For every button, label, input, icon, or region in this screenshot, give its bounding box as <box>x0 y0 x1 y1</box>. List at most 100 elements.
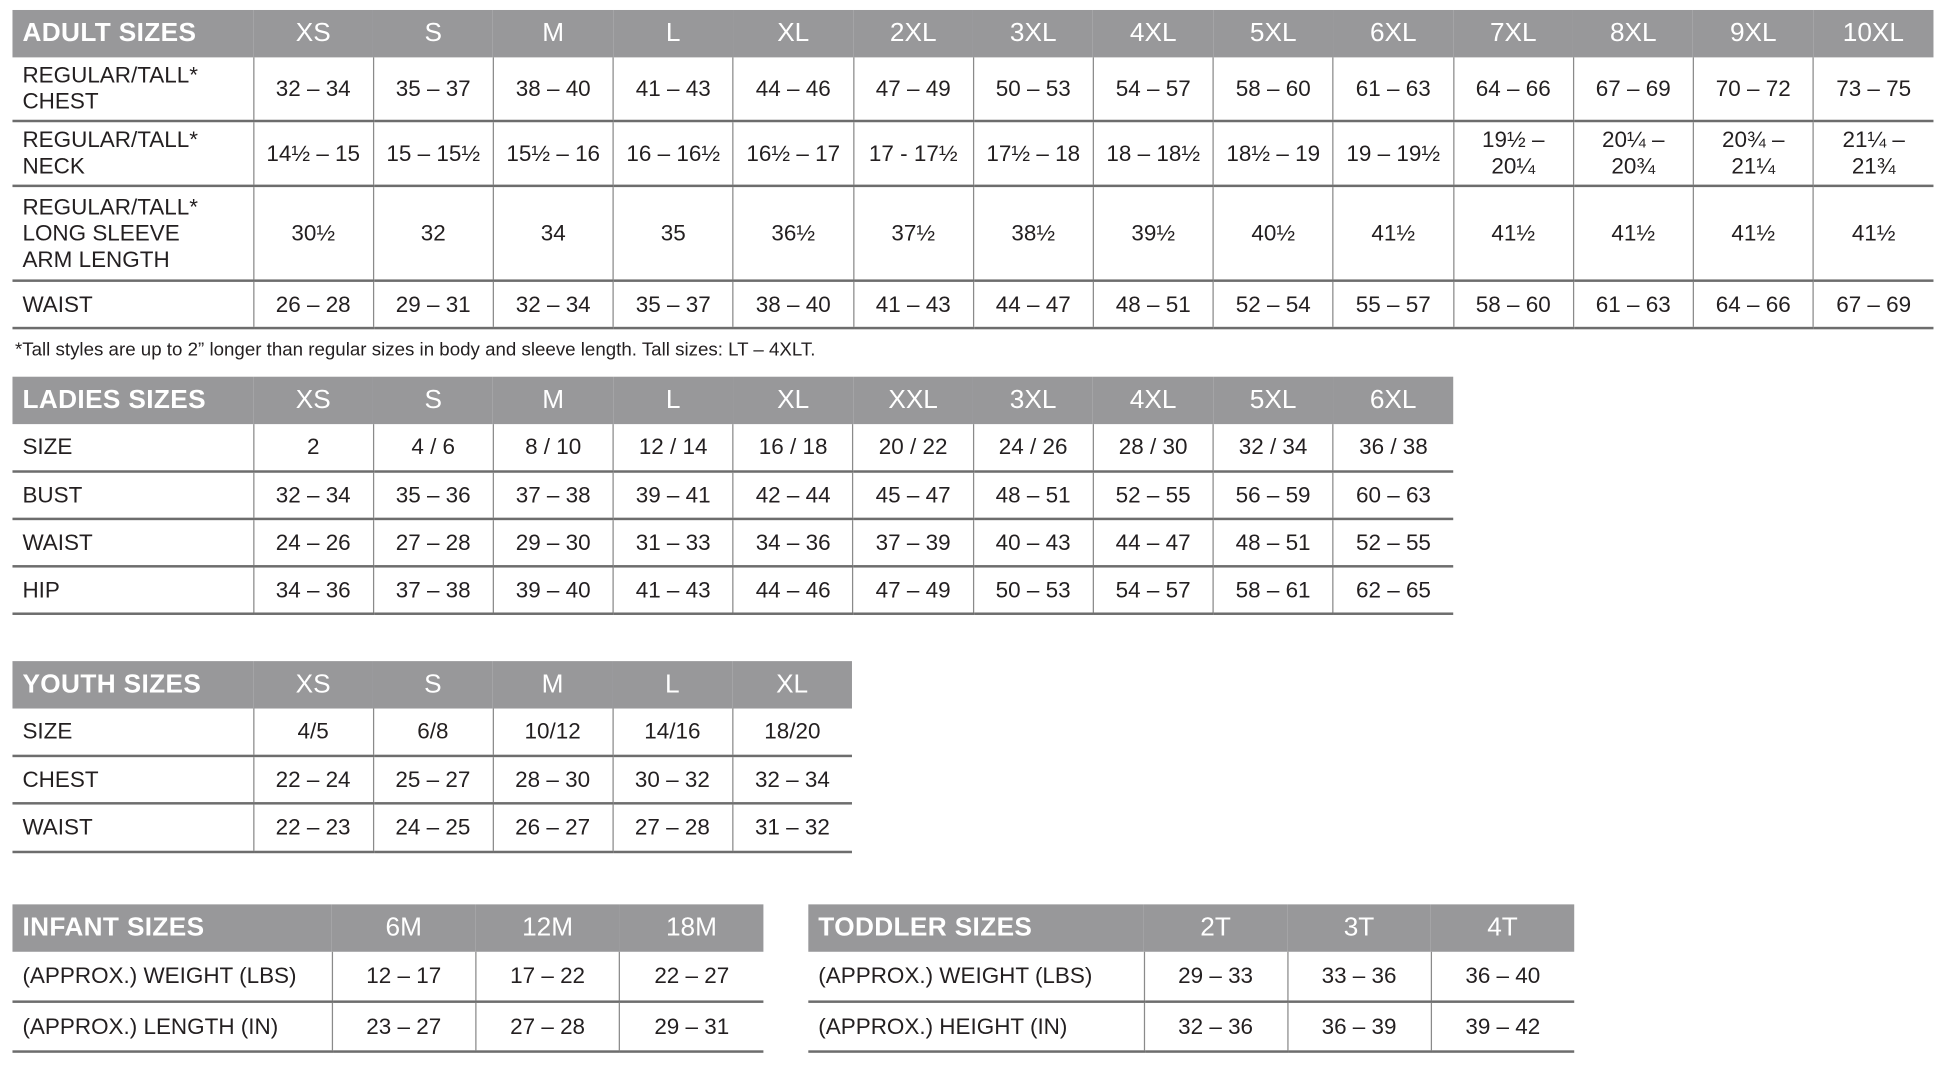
table-title: LADIES SIZES <box>12 376 254 425</box>
measurement-cell: 20¾ – 21¼ <box>1692 120 1814 188</box>
size-header: M <box>493 9 614 58</box>
measurement-cell: 36 – 40 <box>1430 951 1575 1003</box>
size-header: S <box>373 376 494 425</box>
measurement-cell: 61 – 63 <box>1332 57 1454 123</box>
row-label: REGULAR/TALL* NECK <box>12 120 254 188</box>
measurement-cell: 62 – 65 <box>1332 566 1454 615</box>
measurement-cell: 20¼ – 20¾ <box>1572 120 1694 188</box>
adult-sizes-table: ADULT SIZES XS S M L XL 2XL 3XL 4XL 5XL 6XL 7XL 8XL 9… <box>12 9 1934 330</box>
size-header: 4XL <box>1093 9 1214 58</box>
measurement-cell: 44 – 46 <box>732 566 854 615</box>
size-header: 6XL <box>1333 9 1454 58</box>
row-label: CHEST <box>12 755 254 805</box>
measurement-cell: 22 – 24 <box>252 755 373 805</box>
measurement-cell: 26 – 27 <box>492 803 613 854</box>
measurement-cell: 34 <box>492 185 614 282</box>
row-label: BUST <box>12 471 254 521</box>
table-row: REGULAR/TALL* CHEST 32 – 34 35 – 37 38 – 40… <box>12 57 1934 123</box>
measurement-cell: 38 – 40 <box>732 280 854 330</box>
measurement-cell: 64 – 66 <box>1692 280 1814 330</box>
measurement-cell: 17 - 17½ <box>852 120 974 188</box>
measurement-cell: 55 – 57 <box>1332 280 1454 330</box>
measurement-cell: 52 – 55 <box>1092 471 1214 521</box>
measurement-cell: 34 – 36 <box>732 518 854 568</box>
measurement-cell: 32 – 34 <box>252 471 374 521</box>
measurement-cell: 29 – 30 <box>492 518 614 568</box>
measurement-cell: 36½ <box>732 185 854 282</box>
measurement-cell: 30½ <box>252 185 374 282</box>
measurement-cell: 6/8 <box>372 708 493 758</box>
header-row: LADIES SIZES XS S M L XL XXL 3XL 4XL 5XL 6XL <box>12 376 1454 425</box>
measurement-cell: 38½ <box>972 185 1094 282</box>
measurement-cell: 32 – 34 <box>492 280 614 330</box>
measurement-cell: 37 – 38 <box>372 566 494 615</box>
measurement-cell: 32 – 34 <box>252 57 374 123</box>
measurement-cell: 14½ – 15 <box>252 120 374 188</box>
measurement-cell: 50 – 53 <box>972 57 1094 123</box>
size-header: 3XL <box>973 9 1094 58</box>
measurement-cell: 30 – 32 <box>611 755 733 805</box>
table-title: INFANT SIZES <box>12 904 332 952</box>
measurement-cell: 31 – 32 <box>731 803 852 854</box>
row-label: (APPROX.) WEIGHT (LBS) <box>12 951 332 1003</box>
size-header: 3XL <box>973 376 1094 425</box>
size-header: 4T <box>1430 904 1575 952</box>
measurement-cell: 52 – 54 <box>1212 280 1334 330</box>
measurement-cell: 48 – 51 <box>972 471 1094 521</box>
measurement-cell: 19½ – 20¼ <box>1452 120 1574 188</box>
measurement-cell: 48 – 51 <box>1092 280 1214 330</box>
table-row: SIZE 4/5 6/8 10/12 14/16 18/20 <box>12 708 852 758</box>
measurement-cell: 15½ – 16 <box>492 120 614 188</box>
measurement-cell: 37 – 39 <box>852 518 974 568</box>
measurement-cell: 73 – 75 <box>1812 57 1934 123</box>
table-row: REGULAR/TALL* LONG SLEEVE ARM LENGTH 30½ 3… <box>12 185 1934 282</box>
measurement-cell: 27 – 28 <box>475 1001 620 1053</box>
measurement-cell: 19 – 19½ <box>1332 120 1454 188</box>
measurement-cell: 44 – 47 <box>972 280 1094 330</box>
measurement-cell: 64 – 66 <box>1452 57 1574 123</box>
measurement-cell: 26 – 28 <box>252 280 374 330</box>
measurement-cell: 48 – 51 <box>1212 518 1334 568</box>
size-header: 3T <box>1287 904 1431 952</box>
measurement-cell: 16 / 18 <box>732 424 854 473</box>
measurement-cell: 41½ <box>1812 185 1934 282</box>
size-header: XL <box>733 376 854 425</box>
header-row: YOUTH SIZES XS S M L XL <box>12 661 852 709</box>
size-header: M <box>493 376 614 425</box>
measurement-cell: 61 – 63 <box>1572 280 1694 330</box>
row-label: SIZE <box>12 708 254 758</box>
size-header: 5XL <box>1213 9 1334 58</box>
measurement-cell: 17½ – 18 <box>972 120 1094 188</box>
measurement-cell: 18 – 18½ <box>1092 120 1214 188</box>
measurement-cell: 27 – 28 <box>372 518 494 568</box>
measurement-cell: 18½ – 19 <box>1212 120 1334 188</box>
measurement-cell: 32 <box>372 185 494 282</box>
measurement-cell: 32 / 34 <box>1212 424 1334 473</box>
measurement-cell: 4/5 <box>252 708 373 758</box>
table-row: WAIST 24 – 26 27 – 28 29 – 30 31 – 33 34 – 36… <box>12 518 1454 568</box>
row-label: (APPROX.) HEIGHT (IN) <box>808 1001 1144 1053</box>
measurement-cell: 56 – 59 <box>1212 471 1334 521</box>
measurement-cell: 29 – 31 <box>372 280 494 330</box>
measurement-cell: 24 – 26 <box>252 518 374 568</box>
size-header: 7XL <box>1453 9 1574 58</box>
measurement-cell: 37 – 38 <box>492 471 614 521</box>
measurement-cell: 32 – 34 <box>731 755 852 805</box>
row-label: WAIST <box>12 518 254 568</box>
measurement-cell: 12 – 17 <box>331 951 476 1003</box>
table-row: WAIST 22 – 23 24 – 25 26 – 27 27 – 28 31 – 32 <box>12 803 852 854</box>
row-label: REGULAR/TALL* LONG SLEEVE ARM LENGTH <box>12 185 254 282</box>
table-row: HIP 34 – 36 37 – 38 39 – 40 41 – 43 44 – 46 47… <box>12 566 1454 615</box>
measurement-cell: 8 / 10 <box>492 424 614 473</box>
size-header: 6M <box>331 904 476 952</box>
measurement-cell: 35 <box>612 185 734 282</box>
measurement-cell: 28 / 30 <box>1092 424 1214 473</box>
table-row: CHEST 22 – 24 25 – 27 28 – 30 30 – 32 32 – 34 <box>12 755 852 805</box>
measurement-cell: 28 – 30 <box>492 755 613 805</box>
measurement-cell: 41 – 43 <box>612 566 734 615</box>
measurement-cell: 41½ <box>1692 185 1814 282</box>
measurement-cell: 44 – 46 <box>732 57 854 123</box>
size-header: XL <box>732 661 852 709</box>
